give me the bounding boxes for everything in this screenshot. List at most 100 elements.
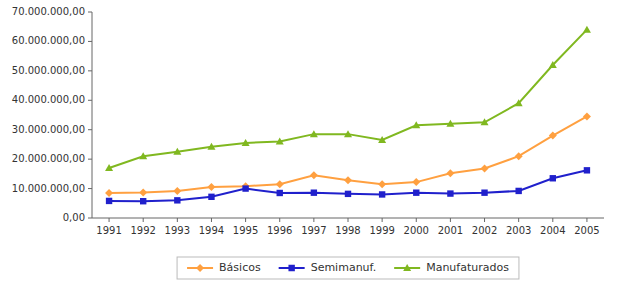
y-tick-label: 70.000.000,00: [12, 6, 85, 17]
x-tick-label: 1995: [233, 225, 258, 236]
point: [173, 148, 181, 155]
point: [276, 137, 284, 144]
point: [550, 175, 556, 181]
x-tick: [382, 218, 383, 222]
x-tick-label: 2003: [506, 225, 531, 236]
y-tick-label: 10.000.000,00: [12, 183, 85, 194]
x-tick-label: 2000: [404, 225, 429, 236]
point: [242, 185, 248, 191]
y-axis-line: [92, 12, 93, 218]
y-tick: [88, 129, 92, 130]
x-tick: [552, 218, 553, 222]
x-tick-label: 1998: [335, 225, 360, 236]
x-tick-label: 1991: [96, 225, 121, 236]
point: [379, 191, 385, 197]
y-tick: [88, 12, 92, 13]
legend-item: Semimanuf.: [279, 261, 377, 274]
legend: BásicosSemimanuf.Manufaturados: [177, 257, 519, 279]
point: [173, 187, 181, 195]
point: [481, 189, 487, 195]
point: [242, 139, 250, 146]
x-tick: [143, 218, 144, 222]
point: [208, 194, 214, 200]
point: [583, 26, 591, 33]
x-tick: [245, 218, 246, 222]
point: [549, 61, 557, 68]
y-tick: [88, 188, 92, 189]
legend-item: Básicos: [187, 261, 261, 274]
x-tick: [177, 218, 178, 222]
y-tick-label: 0,00: [63, 212, 85, 223]
y-tick: [88, 159, 92, 160]
y-tick-label: 60.000.000,00: [12, 35, 85, 46]
point: [515, 152, 523, 160]
y-tick: [88, 100, 92, 101]
chart: 0,00 10.000.000,00 20.000.000,00 30.000.000…: [0, 0, 618, 290]
point: [106, 198, 112, 204]
point: [310, 130, 318, 137]
x-tick: [586, 218, 587, 222]
point: [345, 191, 351, 197]
point: [140, 198, 146, 204]
legend-box: [177, 257, 519, 279]
x-tick-label: 1996: [267, 225, 292, 236]
point: [412, 178, 420, 186]
series: [105, 112, 591, 197]
point: [344, 176, 352, 184]
point: [412, 121, 420, 128]
point: [413, 189, 419, 195]
y-tick-label: 30.000.000,00: [12, 124, 85, 135]
x-tick-label: 1997: [301, 225, 326, 236]
x-tick: [518, 218, 519, 222]
plot-data: [105, 26, 591, 205]
point: [344, 130, 352, 137]
point: [311, 189, 317, 195]
point: [105, 189, 113, 197]
point: [515, 188, 521, 194]
y-tick-label: 20.000.000,00: [12, 153, 85, 164]
x-tick: [279, 218, 280, 222]
x-tick-label: 1994: [199, 225, 224, 236]
y-axis: 0,00 10.000.000,00 20.000.000,00 30.000.000…: [12, 6, 92, 223]
point: [105, 164, 113, 171]
x-tick-label: 2004: [540, 225, 565, 236]
point: [310, 171, 318, 179]
point: [481, 118, 489, 125]
x-tick-label: 2002: [472, 225, 497, 236]
y-tick: [88, 41, 92, 42]
legend-label: Semimanuf.: [311, 261, 377, 274]
point: [584, 167, 590, 173]
y-tick-label: 50.000.000,00: [12, 65, 85, 76]
y-tick-label: 40.000.000,00: [12, 94, 85, 105]
point: [447, 190, 453, 196]
point: [549, 132, 557, 140]
x-tick: [313, 218, 314, 222]
point: [139, 188, 147, 196]
line: [109, 170, 587, 201]
y-tick: [88, 218, 92, 219]
line: [109, 30, 587, 168]
x-tick-label: 2001: [438, 225, 463, 236]
point: [174, 197, 180, 203]
line: [109, 116, 587, 193]
x-tick: [450, 218, 451, 222]
x-tick: [416, 218, 417, 222]
point: [277, 190, 283, 196]
point: [139, 152, 147, 159]
x-tick: [484, 218, 485, 222]
point: [276, 180, 284, 188]
legend-marker: [196, 264, 204, 272]
series: [105, 26, 591, 171]
point: [207, 143, 215, 150]
point: [583, 112, 591, 120]
x-tick-label: 1999: [369, 225, 394, 236]
x-tick: [211, 218, 212, 222]
x-tick: [109, 218, 110, 222]
point: [515, 99, 523, 106]
point: [207, 183, 215, 191]
x-tick-label: 2005: [574, 225, 599, 236]
point: [446, 169, 454, 177]
point: [446, 120, 454, 127]
point: [378, 180, 386, 188]
legend-marker: [403, 264, 411, 271]
